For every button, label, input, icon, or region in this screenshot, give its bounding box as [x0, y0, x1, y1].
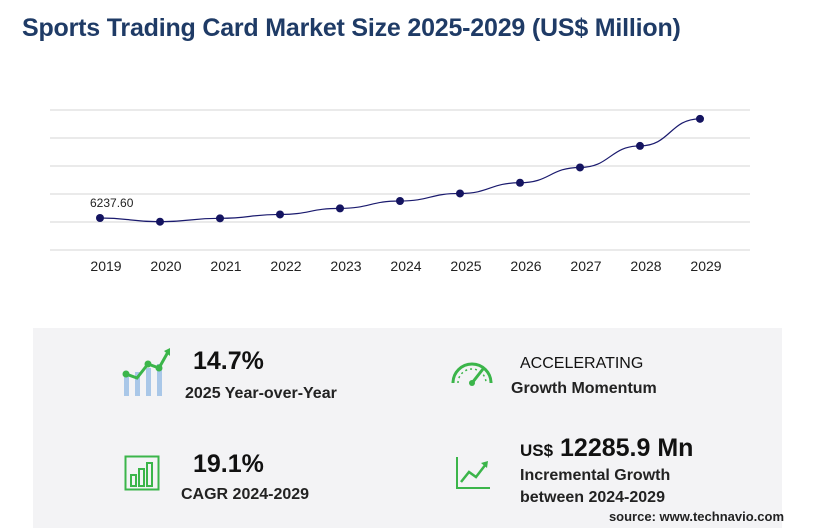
data-point — [336, 204, 344, 213]
cagr-value: 19.1% — [193, 450, 264, 478]
data-point — [216, 214, 224, 223]
trend-line-icon — [456, 457, 490, 489]
data-points — [96, 114, 704, 226]
chart-title: Sports Trading Card Market Size 2025-202… — [22, 14, 681, 42]
incremental-value: 12285.9 Mn — [560, 434, 694, 462]
source-credit: source: www.technavio.com — [608, 509, 784, 524]
x-tick-label: 2027 — [570, 258, 601, 274]
x-axis-ticks: 2019 2020 2021 2022 2023 2024 2025 2026 2027 2028… — [90, 258, 721, 274]
data-label: 6237.60 — [90, 196, 134, 210]
data-point — [396, 197, 404, 205]
grid-lines — [50, 109, 750, 251]
data-point — [576, 163, 584, 172]
series-line — [99, 118, 701, 223]
growth-chart-icon — [122, 348, 170, 396]
incremental-label-1: Incremental Growth — [520, 467, 671, 484]
stats-panel — [33, 328, 782, 528]
line-chart: 2019 2020 2021 2022 2023 2024 2025 2026 2027 2028… — [50, 109, 750, 274]
currency-prefix: US$ — [520, 441, 554, 460]
x-tick-label: 2019 — [90, 258, 121, 274]
x-tick-label: 2020 — [150, 258, 181, 274]
data-point — [156, 217, 164, 226]
data-point — [96, 213, 104, 222]
incremental-label-2: between 2024-2029 — [520, 489, 665, 506]
x-tick-label: 2024 — [390, 258, 421, 274]
data-point — [516, 178, 524, 187]
data-point — [636, 141, 644, 150]
x-tick-label: 2025 — [450, 258, 481, 274]
yoy-value: 14.7% — [193, 347, 264, 375]
x-tick-label: 2026 — [510, 258, 541, 274]
data-labels: 6237.60 — [90, 196, 134, 210]
x-tick-label: 2029 — [690, 258, 721, 274]
x-tick-label: 2023 — [330, 258, 361, 274]
momentum-label: Growth Momentum — [511, 380, 657, 397]
data-point — [456, 189, 464, 198]
incremental-value-line: US$ 12285.9 Mn — [520, 434, 693, 463]
x-tick-label: 2022 — [270, 258, 301, 274]
bar-chart-icon — [124, 455, 160, 491]
data-point — [696, 114, 704, 123]
x-tick-label: 2028 — [630, 258, 661, 274]
yoy-label: 2025 Year-over-Year — [185, 385, 337, 402]
momentum-title: ACCELERATING — [520, 355, 644, 372]
speedometer-icon — [451, 362, 493, 386]
data-point — [276, 210, 284, 219]
x-tick-label: 2021 — [210, 258, 241, 274]
cagr-label: CAGR 2024-2029 — [181, 486, 310, 503]
